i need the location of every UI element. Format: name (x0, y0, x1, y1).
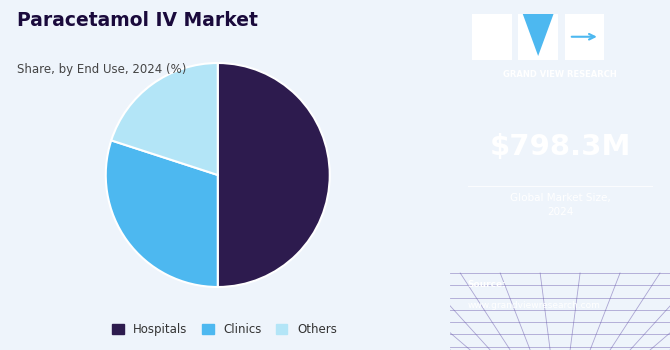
Wedge shape (106, 140, 218, 287)
Wedge shape (111, 63, 218, 175)
Text: Share, by End Use, 2024 (%): Share, by End Use, 2024 (%) (17, 63, 186, 76)
Text: Paracetamol IV Market: Paracetamol IV Market (17, 10, 258, 29)
FancyBboxPatch shape (519, 14, 558, 60)
Text: GRAND VIEW RESEARCH: GRAND VIEW RESEARCH (503, 70, 617, 79)
FancyBboxPatch shape (472, 14, 512, 60)
Polygon shape (523, 14, 553, 56)
Text: Source:: Source: (468, 280, 507, 289)
Legend: Hospitals, Clinics, Others: Hospitals, Clinics, Others (107, 318, 342, 341)
Text: $798.3M: $798.3M (489, 133, 631, 161)
Text: www.grandviewresearch.com: www.grandviewresearch.com (468, 301, 601, 310)
FancyBboxPatch shape (565, 14, 604, 60)
Text: Global Market Size,
2024: Global Market Size, 2024 (510, 193, 610, 217)
Wedge shape (218, 63, 330, 287)
